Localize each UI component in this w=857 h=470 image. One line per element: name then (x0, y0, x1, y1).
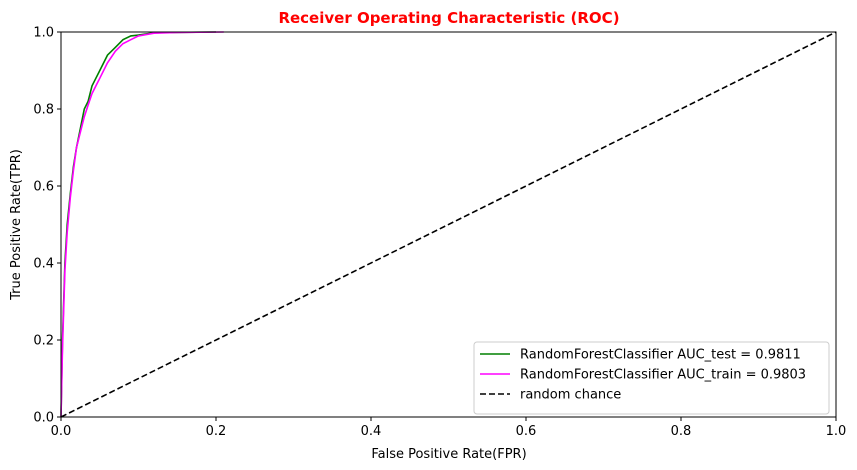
y-tick-label: 1.0 (33, 26, 54, 41)
chart-title: Receiver Operating Characteristic (ROC) (278, 9, 619, 27)
legend-entry-label: RandomForestClassifier AUC_test = 0.9811 (520, 348, 801, 363)
legend-box (473, 341, 830, 415)
series-line-1 (60, 31, 224, 418)
series-line-0 (60, 31, 217, 418)
plot-frame (60, 31, 837, 418)
x-tick-label: 1.0 (826, 424, 847, 439)
y-axis-label: True Positive Rate(TPR) (9, 149, 24, 301)
x-tick-label: 0.6 (516, 424, 537, 439)
y-tick-label: 0.8 (33, 103, 54, 118)
x-tick-label: 0.2 (206, 424, 227, 439)
x-tick-label: 0.0 (51, 424, 72, 439)
legend: RandomForestClassifier AUC_test = 0.9811… (473, 341, 830, 415)
y-tick-label: 0.0 (33, 411, 54, 426)
series-line-2 (60, 31, 837, 418)
y-axis-ticks: 0.0 0.2 0.4 0.6 0.8 1.0 (33, 26, 61, 426)
legend-entry-label: RandomForestClassifier AUC_train = 0.980… (520, 368, 806, 383)
x-tick-label: 0.4 (361, 424, 382, 439)
y-tick-label: 0.6 (33, 180, 54, 195)
y-tick-label: 0.4 (33, 257, 54, 272)
x-axis-label: False Positive Rate(FPR) (371, 447, 526, 462)
plot-lines (60, 31, 837, 418)
legend-entry-label: random chance (520, 388, 621, 403)
x-axis-ticks: 0.0 0.2 0.4 0.6 0.8 1.0 (51, 417, 847, 439)
y-tick-label: 0.2 (33, 334, 54, 349)
x-tick-label: 0.8 (671, 424, 692, 439)
